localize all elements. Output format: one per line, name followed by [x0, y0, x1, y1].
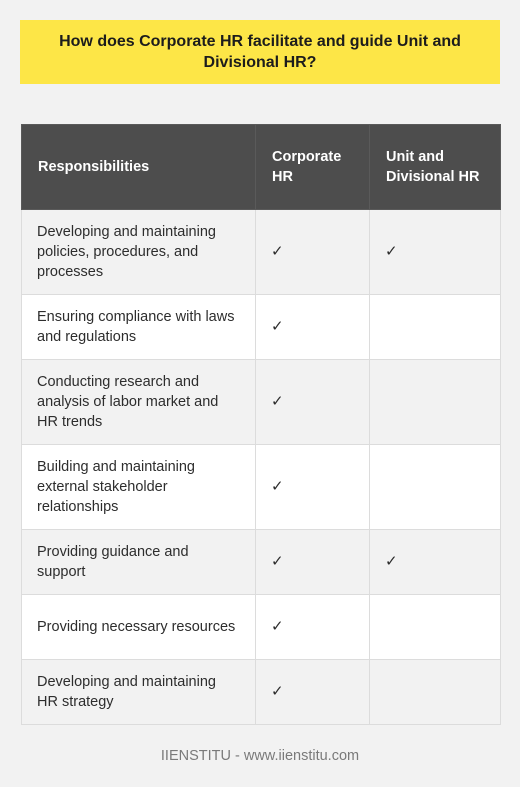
unit-check-cell — [369, 594, 501, 660]
corporate-check-cell: ✓ — [255, 294, 370, 360]
responsibility-cell: Providing necessary resources — [21, 594, 256, 660]
corporate-check-cell: ✓ — [255, 444, 370, 530]
corporate-check-cell: ✓ — [255, 529, 370, 595]
unit-check-cell — [369, 294, 501, 360]
responsibility-cell: Ensuring compliance with laws and regula… — [21, 294, 256, 360]
header-unit-divisional-hr: Unit and Divisional HR — [369, 124, 501, 210]
table-header-row: Responsibilities Corporate HR Unit and D… — [21, 124, 501, 210]
title-text: How does Corporate HR facilitate and gui… — [59, 33, 461, 71]
corporate-check-cell: ✓ — [255, 594, 370, 660]
unit-check-cell — [369, 359, 501, 445]
responsibility-cell: Conducting research and analysis of labo… — [21, 359, 256, 445]
header-corporate-hr: Corporate HR — [255, 124, 370, 210]
unit-check-cell: ✓ — [369, 209, 501, 295]
unit-check-cell — [369, 444, 501, 530]
table-row: Ensuring compliance with laws and regula… — [21, 294, 501, 360]
responsibility-cell: Building and maintaining external stakeh… — [21, 444, 256, 530]
table-row: Providing guidance and support ✓ ✓ — [21, 529, 501, 595]
responsibility-table: Responsibilities Corporate HR Unit and D… — [21, 124, 501, 725]
table-row: Developing and maintaining policies, pro… — [21, 209, 501, 295]
responsibility-cell: Developing and maintaining HR strategy — [21, 659, 256, 725]
table-row: Developing and maintaining HR strategy ✓ — [21, 659, 501, 725]
responsibility-cell: Developing and maintaining policies, pro… — [21, 209, 256, 295]
responsibility-cell: Providing guidance and support — [21, 529, 256, 595]
corporate-check-cell: ✓ — [255, 659, 370, 725]
header-responsibilities: Responsibilities — [21, 124, 256, 210]
page-title: How does Corporate HR facilitate and gui… — [20, 20, 500, 84]
table-row: Conducting research and analysis of labo… — [21, 359, 501, 445]
table-row: Providing necessary resources ✓ — [21, 594, 501, 660]
footer-credit: IIENSTITU - www.iienstitu.com — [160, 748, 360, 764]
unit-check-cell: ✓ — [369, 529, 501, 595]
table-row: Building and maintaining external stakeh… — [21, 444, 501, 530]
corporate-check-cell: ✓ — [255, 359, 370, 445]
unit-check-cell — [369, 659, 501, 725]
corporate-check-cell: ✓ — [255, 209, 370, 295]
